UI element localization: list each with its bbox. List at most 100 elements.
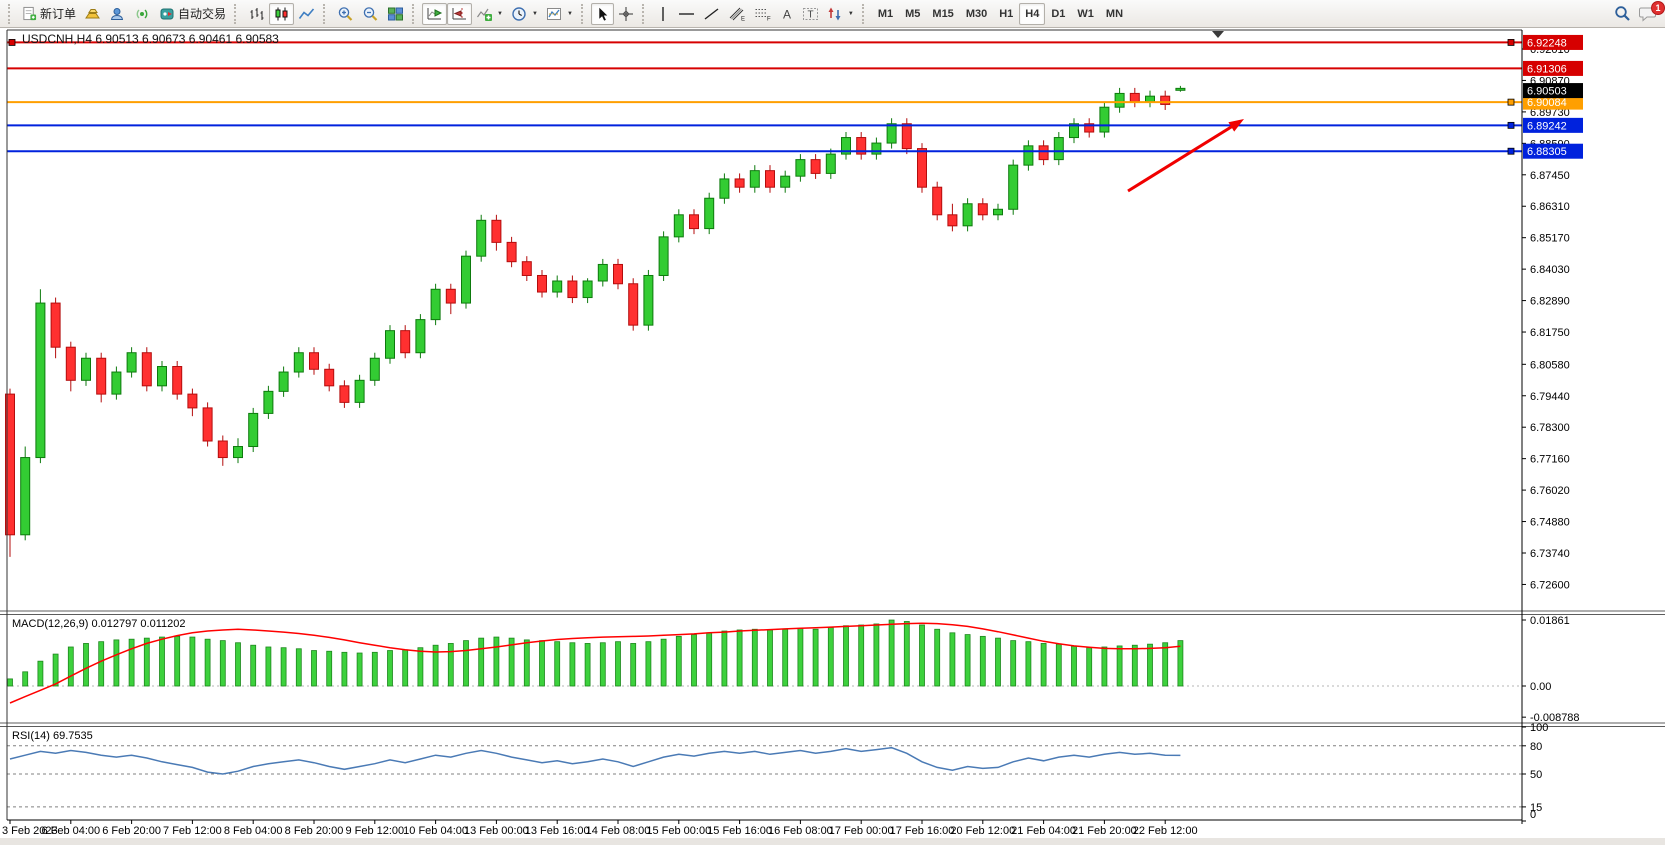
- candle: [734, 178, 745, 188]
- line-handle[interactable]: [8, 39, 16, 46]
- vertical-line-button[interactable]: [652, 3, 674, 25]
- candle: [172, 366, 183, 395]
- trend-arrow-head[interactable]: [1228, 119, 1244, 132]
- candle: [1069, 123, 1079, 139]
- macd-bar: [204, 638, 211, 687]
- candle: [233, 446, 243, 459]
- market-button[interactable]: [80, 3, 105, 25]
- fibonacci-button[interactable]: F: [750, 3, 776, 25]
- timeframe-m1-button[interactable]: M1: [872, 3, 899, 25]
- candle: [567, 280, 578, 299]
- line-chart-icon: [298, 7, 315, 19]
- macd-bar: [569, 642, 576, 687]
- macd-bar: [22, 671, 29, 687]
- user-cloud-icon: [110, 7, 124, 20]
- label-button[interactable]: T: [798, 3, 823, 25]
- price-tick-label: 6.74880: [1530, 517, 1570, 529]
- time-axis[interactable]: [9, 820, 1166, 824]
- bar-chart-button[interactable]: [244, 3, 269, 25]
- timeframe-h1-button[interactable]: H1: [993, 3, 1019, 25]
- candle: [430, 288, 441, 321]
- candle: [704, 197, 715, 230]
- search-icon: [1615, 6, 1630, 21]
- price-tick-label: 6.85170: [1530, 233, 1570, 245]
- zoom-out-icon: [363, 6, 378, 21]
- timeframe-m30-button[interactable]: M30: [960, 3, 993, 25]
- candle: [521, 261, 532, 276]
- cursor-arrow-icon: [598, 5, 609, 21]
- community-button[interactable]: [105, 3, 130, 25]
- horizontal-line-button[interactable]: [674, 3, 699, 25]
- trend-arrow-line[interactable]: [1127, 122, 1237, 193]
- candle: [856, 137, 867, 155]
- rsi-line: [9, 746, 1181, 775]
- line-handle[interactable]: [1507, 39, 1515, 46]
- macd-bar: [599, 642, 606, 687]
- toolbar-grip: [323, 3, 329, 24]
- candle: [780, 175, 791, 188]
- chart-shift-button[interactable]: [447, 2, 473, 25]
- price-tick-label: 6.81750: [1530, 327, 1570, 339]
- macd-bar: [493, 636, 500, 687]
- crosshair-button[interactable]: [614, 3, 638, 25]
- macd-bar: [463, 640, 469, 687]
- arrows-button[interactable]: ▼: [823, 3, 858, 25]
- candle: [293, 352, 304, 373]
- time-label: 17 Feb 00:00: [829, 825, 894, 837]
- autoscroll-button[interactable]: [422, 2, 448, 25]
- trend-arrow[interactable]: [1127, 119, 1244, 193]
- macd-bar: [1086, 647, 1093, 687]
- candle: [537, 274, 547, 293]
- macd-bar: [706, 632, 713, 687]
- line-handle[interactable]: [1507, 121, 1515, 129]
- rsi-label: RSI(14) 69.7535: [12, 730, 93, 742]
- trendline-button[interactable]: [699, 3, 724, 25]
- candle: [689, 214, 699, 230]
- timeframe-m5-button[interactable]: M5: [899, 3, 926, 25]
- clock-icon: [512, 6, 526, 21]
- chart-template-icon: [546, 7, 561, 20]
- zoom-in-button[interactable]: [333, 3, 358, 25]
- zoom-out-button[interactable]: [358, 3, 383, 25]
- time-label: 8 Feb 20:00: [285, 825, 344, 837]
- signals-button[interactable]: [130, 3, 155, 25]
- chat-button[interactable]: 1: [1635, 0, 1665, 25]
- timeframe-m15-button[interactable]: M15: [926, 3, 959, 25]
- svg-text:E: E: [741, 16, 745, 22]
- macd-bar: [554, 641, 561, 687]
- candle: [673, 214, 684, 238]
- autotrading-button[interactable]: 自动交易: [155, 3, 230, 25]
- candlestick-chart-button[interactable]: [269, 2, 295, 25]
- line-handle[interactable]: [1507, 147, 1515, 155]
- periods-button[interactable]: ▼: [507, 3, 542, 25]
- macd-bar: [67, 646, 74, 687]
- candle: [111, 371, 122, 395]
- tile-windows-button[interactable]: [383, 3, 408, 25]
- candle: [248, 412, 259, 448]
- candlestick-chart-icon: [275, 7, 288, 20]
- line-chart-button[interactable]: [294, 3, 319, 25]
- timeframe-w1-button[interactable]: W1: [1071, 3, 1100, 25]
- autotrading-icon: [160, 8, 174, 19]
- macd-bar: [371, 651, 378, 687]
- channel-button[interactable]: E: [724, 3, 750, 25]
- templates-button[interactable]: ▼: [542, 3, 577, 25]
- new-order-button[interactable]: 新订单: [18, 3, 80, 25]
- timeframe-d1-button[interactable]: D1: [1045, 3, 1071, 25]
- cursor-button[interactable]: [590, 2, 614, 25]
- timeframe-mn-button[interactable]: MN: [1100, 3, 1129, 25]
- time-label: 14 Feb 08:00: [586, 825, 651, 837]
- macd-bar: [1025, 641, 1032, 687]
- candle: [202, 407, 213, 442]
- text-button[interactable]: A: [776, 3, 798, 25]
- line-handle[interactable]: [1507, 98, 1515, 106]
- price-tick-label: 6.73740: [1530, 548, 1570, 560]
- candle: [613, 263, 623, 285]
- timeframe-h4-button[interactable]: H4: [1019, 2, 1046, 25]
- macd-bar: [630, 643, 637, 687]
- candle: [1160, 95, 1171, 105]
- fibonacci-icon: F: [755, 8, 771, 22]
- indicators-button[interactable]: ▼: [472, 3, 507, 25]
- trendline-icon: [704, 7, 719, 20]
- search-button[interactable]: [1610, 3, 1635, 25]
